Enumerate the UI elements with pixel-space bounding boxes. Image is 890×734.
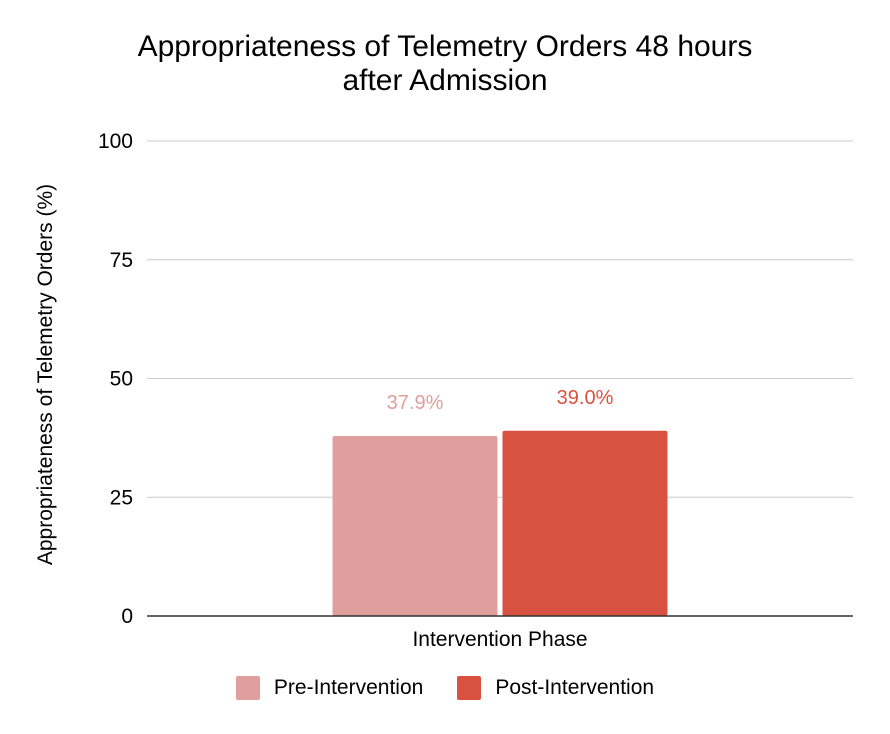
legend-label-pre-intervention: Pre-Intervention bbox=[273, 676, 424, 699]
y-axis-label: Appropriateness of Telemetry Orders (%) bbox=[34, 184, 57, 565]
bars bbox=[332, 430, 668, 616]
data-label-post-intervention: 39.0% bbox=[557, 387, 614, 409]
y-tick-label-25: 25 bbox=[110, 486, 133, 509]
chart-title: Appropriateness of Telemetry Orders 48 h… bbox=[0, 30, 890, 98]
y-tick-labels: 0 25 50 75 100 bbox=[98, 130, 133, 628]
legend-item-pre-intervention: Pre-Intervention bbox=[235, 676, 424, 700]
x-axis-label: Intervention Phase bbox=[412, 628, 587, 651]
legend-label-post-intervention: Post-Intervention bbox=[495, 676, 655, 699]
data-labels: 37.9% 39.0% bbox=[387, 387, 614, 414]
chart-plot: 0 25 50 75 100 37.9% 39.0% Intervention Phase… bbox=[34, 130, 853, 651]
legend: Pre-Intervention Post-Intervention bbox=[0, 676, 890, 700]
y-tick-label-75: 75 bbox=[110, 249, 133, 272]
legend-item-post-intervention: Post-Intervention bbox=[457, 676, 654, 700]
y-tick-label-0: 0 bbox=[121, 605, 133, 628]
bar-pre-intervention bbox=[332, 435, 498, 616]
y-tick-label-100: 100 bbox=[98, 130, 133, 153]
data-label-pre-intervention: 37.9% bbox=[387, 392, 444, 414]
legend-swatch-pre-intervention bbox=[235, 676, 260, 700]
gridlines bbox=[147, 140, 853, 498]
chart-title-line-1: Appropriateness of Telemetry Orders 48 h… bbox=[137, 30, 753, 63]
y-tick-label-50: 50 bbox=[110, 368, 133, 391]
bar-post-intervention bbox=[502, 430, 668, 616]
chart-title-line-2: after Admission bbox=[342, 64, 548, 97]
legend-swatch-post-intervention bbox=[457, 676, 482, 700]
